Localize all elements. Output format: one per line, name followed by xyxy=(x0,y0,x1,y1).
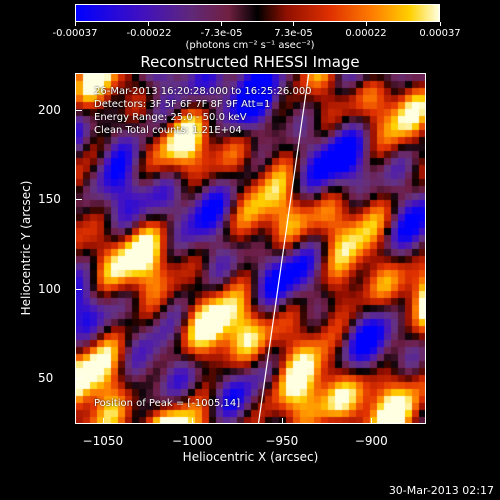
colorbar-tick-label: -7.3e-05 xyxy=(200,28,243,39)
annotation-method-counts: Clean Total counts: 1.21E+04 xyxy=(94,125,242,136)
x-tick-label: −950 xyxy=(265,434,299,448)
annotation-time-range: 26-Mar-2013 16:20:28.000 to 16:25:26.000 xyxy=(94,86,312,97)
x-tick-mark xyxy=(102,418,104,424)
annotation-detectors: Detectors: 3F 5F 6F 7F 8F 9F Att=1 xyxy=(94,99,271,110)
colorbar xyxy=(75,4,440,22)
y-tick-mark xyxy=(76,288,82,290)
x-tick-label: −900 xyxy=(354,434,388,448)
y-tick-mark xyxy=(76,109,82,111)
annotation-energy-range: Energy Range: 25.0 - 50.0 keV xyxy=(94,112,247,123)
colorbar-tick-mark xyxy=(220,22,222,26)
x-tick-label: −1050 xyxy=(82,434,124,448)
timestamp: 30-Mar-2013 02:17 xyxy=(388,484,494,497)
colorbar-tick-mark xyxy=(148,22,150,26)
colorbar-tick-mark xyxy=(293,22,294,26)
colorbar-tick-label: 7.3e-05 xyxy=(274,28,313,39)
colorbar-tick-mark xyxy=(365,22,367,26)
heatmap-image xyxy=(76,74,425,423)
plot-area: 26-Mar-2013 16:20:28.000 to 16:25:26.000… xyxy=(75,73,426,424)
colorbar-tick-label: -0.00037 xyxy=(52,28,98,39)
annotation-peak-position: Position of Peak = [-1005,14] xyxy=(94,398,241,409)
y-axis-label: Heliocentric Y (arcsec) xyxy=(19,180,33,316)
x-tick-label: −1000 xyxy=(172,434,213,448)
y-tick-label: 200 xyxy=(38,102,61,117)
x-tick-mark xyxy=(192,418,194,424)
y-tick-label: 100 xyxy=(38,281,61,296)
colorbar-tick-label: 0.00022 xyxy=(345,28,387,39)
colorbar-tick-mark xyxy=(439,22,441,26)
colorbar-tick-label: -0.00022 xyxy=(126,28,172,39)
y-tick-label: 150 xyxy=(38,192,61,207)
colorbar-tick-label: 0.00037 xyxy=(419,28,461,39)
limb-line xyxy=(257,74,310,423)
chart-title: Reconstructed RHESSI Image xyxy=(140,53,360,71)
colorbar-units: (photons cm⁻² s⁻¹ asec⁻²) xyxy=(185,40,315,51)
plot-overlay xyxy=(257,74,310,423)
x-tick-mark xyxy=(281,418,283,424)
y-tick-mark xyxy=(76,199,82,201)
colorbar-tick-mark xyxy=(74,22,76,26)
x-axis-label: Heliocentric X (arcsec) xyxy=(182,450,319,464)
y-tick-mark xyxy=(76,378,82,380)
x-tick-mark xyxy=(371,418,373,424)
y-tick-label: 50 xyxy=(38,371,54,386)
